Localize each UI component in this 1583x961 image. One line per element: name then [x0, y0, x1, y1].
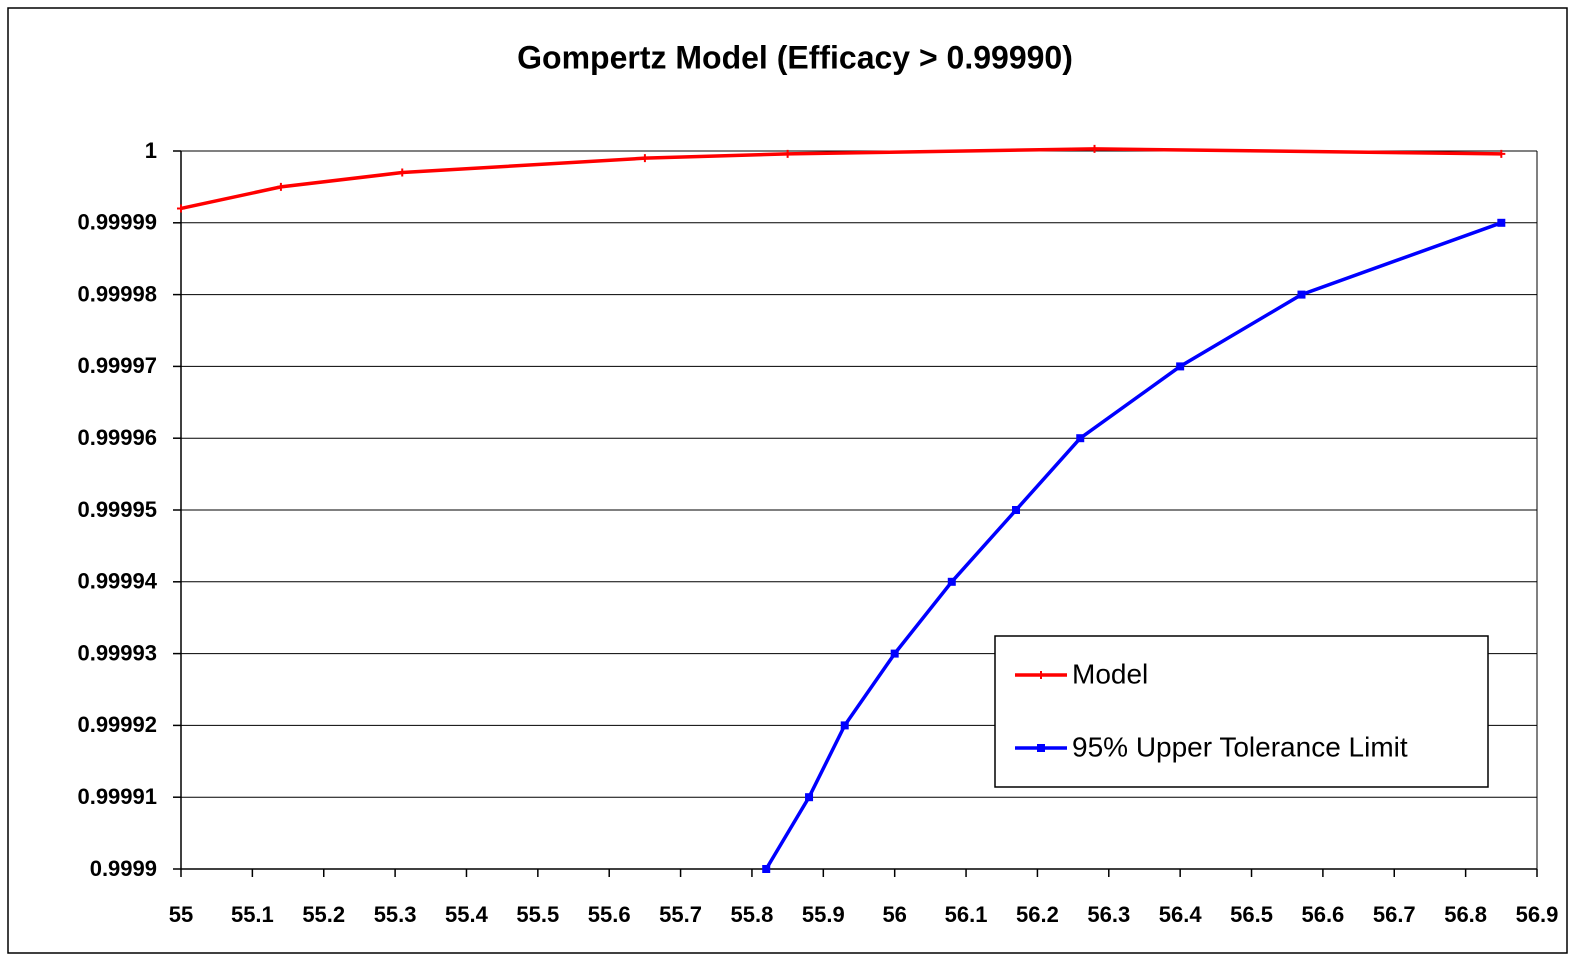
chart-frame [7, 7, 1568, 954]
series-line [764, 221, 1502, 870]
x-tick-label: 55.2 [302, 902, 345, 927]
marker [783, 149, 792, 158]
x-tick-label: 55.4 [445, 902, 489, 927]
marker [1176, 362, 1185, 371]
y-tick-label: 0.99993 [77, 640, 157, 665]
y-tick-label: 0.99991 [77, 784, 157, 809]
y-tick-label: 0.99995 [77, 497, 157, 522]
chart-title: Gompertz Model (Efficacy > 0.99990) [517, 39, 1073, 75]
x-tick-label: 56.8 [1444, 902, 1487, 927]
marker [398, 168, 407, 177]
x-tick-label: 56.5 [1230, 902, 1273, 927]
marker [1297, 290, 1306, 299]
x-tick-label: 56.1 [945, 902, 988, 927]
marker [1037, 744, 1045, 752]
x-tick-label: 56.9 [1516, 902, 1559, 927]
y-tick-label: 0.99992 [77, 712, 157, 737]
y-tick-label: 0.99996 [77, 425, 157, 450]
x-tick-label: 55.7 [659, 902, 702, 927]
x-tick-label: 55.6 [588, 902, 631, 927]
x-tick-label: 55.1 [231, 902, 274, 927]
x-tick-label: 55 [169, 902, 193, 927]
x-tick-label: 55.9 [802, 902, 845, 927]
y-tick-label: 0.99994 [77, 569, 157, 594]
marker [805, 793, 814, 802]
legend-box [994, 635, 1489, 788]
x-tick-label: 55.3 [374, 902, 417, 927]
y-tick-label: 1 [145, 138, 157, 163]
marker [177, 204, 185, 213]
x-tick-label: 56.6 [1301, 902, 1344, 927]
marker [762, 865, 771, 873]
marker [276, 182, 285, 191]
marker [1497, 218, 1506, 227]
marker [1090, 144, 1099, 153]
legend-label: Model [1072, 658, 1148, 689]
y-tick-label: 0.99999 [77, 210, 157, 235]
x-tick-label: 56.7 [1373, 902, 1416, 927]
y-tick-label: 0.9999 [90, 856, 157, 881]
marker [1037, 671, 1045, 679]
marker [640, 154, 649, 163]
x-tick-label: 56.3 [1087, 902, 1130, 927]
x-tick-label: 56.4 [1159, 902, 1203, 927]
x-tick-label: 56.2 [1016, 902, 1059, 927]
marker [1497, 149, 1506, 158]
marker [947, 577, 956, 586]
x-tick-label: 56 [882, 902, 906, 927]
marker [1076, 434, 1085, 443]
y-tick-label: 0.99998 [77, 281, 157, 306]
legend-label: 95% Upper Tolerance Limit [1072, 731, 1408, 762]
marker [840, 721, 849, 730]
x-tick-label: 55.8 [731, 902, 774, 927]
marker [890, 649, 899, 658]
x-tick-label: 55.5 [516, 902, 559, 927]
y-tick-label: 0.99997 [77, 353, 157, 378]
marker [1012, 506, 1021, 514]
